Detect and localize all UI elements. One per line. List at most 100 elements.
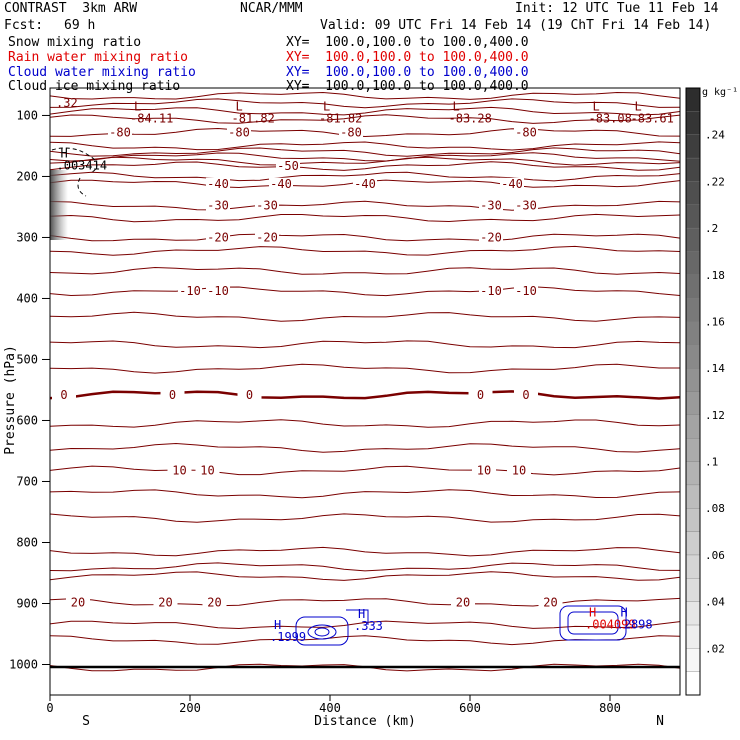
- cloud-water-contour: [314, 627, 330, 637]
- contour-line: [49, 147, 681, 157]
- partial-contour-label: .32: [56, 96, 78, 110]
- extremum-value: .004099: [585, 618, 636, 632]
- colorbar-segment: [685, 227, 701, 252]
- isotherm-label: -10: [179, 284, 201, 298]
- valid-time: Valid: 09 UTC Fri 14 Feb 14 (19 ChT Fri …: [320, 18, 712, 33]
- isotherm-label: 0: [169, 388, 176, 402]
- contour-line: [49, 546, 681, 557]
- field-name-cloud-ice: Cloud ice mixing ratio: [8, 79, 181, 94]
- extremum-value: .333: [354, 619, 383, 633]
- contour-line: [49, 98, 681, 109]
- colorbar-tick-label: .18: [705, 269, 725, 282]
- low-marker: L: [453, 99, 460, 113]
- colorbar-segment: [685, 111, 701, 135]
- isotherm-label-bg: [255, 199, 279, 212]
- cloud-water-contours: [295, 605, 627, 646]
- isotherm-label-bg: [178, 285, 202, 298]
- colorbar-segment: [685, 531, 701, 556]
- north-label: N: [656, 714, 664, 729]
- isotherm-label-bg: [514, 126, 538, 139]
- field-name-rain: Rain water mixing ratio: [8, 50, 189, 65]
- colorbar-segment: [685, 391, 701, 415]
- isotherm-label-bg: [227, 126, 251, 139]
- colorbar-tick-label: .02: [705, 642, 725, 655]
- colorbar-segment: [685, 297, 701, 322]
- contour-line: [49, 91, 681, 100]
- colorbar-segment: [685, 181, 701, 205]
- init-time: Init: 12 UTC Tue 11 Feb 14: [515, 1, 719, 16]
- isotherm-label: -40: [270, 177, 292, 191]
- colorbar-segment: [685, 461, 701, 486]
- isotherm-label: -80: [340, 126, 362, 140]
- contour-labels: -80 -80 -80 -80 -50 -40 -40 -40 -40 -30 -30 -30 -30 -…: [52, 99, 674, 644]
- y-tick-label: 500: [16, 352, 38, 366]
- isotherm-label: -80: [109, 126, 131, 140]
- isotherm-label: -30: [207, 199, 229, 213]
- colorbar-tick-label: .14: [705, 362, 725, 375]
- isotherm-label: -30: [480, 199, 502, 213]
- field-xy-cloud-water: XY= 100.0,100.0 to 100.0,400.0: [286, 65, 529, 80]
- y-tick-label: 700: [16, 474, 38, 488]
- high-marker: H: [274, 618, 281, 632]
- y-tick-label: 300: [16, 230, 38, 244]
- colorbar-segment: [685, 157, 701, 182]
- contour-line: [49, 106, 681, 116]
- isotherm-label: -40: [207, 177, 229, 191]
- contour-line: [49, 571, 681, 581]
- isotherm-label: 0: [477, 388, 484, 402]
- high-marker: H: [589, 606, 596, 620]
- isotherm-label: -40: [354, 177, 376, 191]
- isotherm-label: -80: [515, 126, 537, 140]
- x-tick-label: 800: [599, 701, 621, 715]
- contour-line: [49, 213, 681, 223]
- model-title: CONTRAST 3km ARW: [4, 1, 138, 16]
- colorbar-segment: [685, 414, 701, 439]
- y-tick-label: 600: [16, 413, 38, 427]
- colorbar-tick-label: .04: [705, 596, 725, 609]
- colorbar-tick-label: .06: [705, 549, 725, 562]
- y-axis-title: Pressure (hPa): [3, 345, 18, 455]
- extremum-value: -83.08: [589, 111, 632, 125]
- isotherm-label-bg: [353, 177, 377, 190]
- extremum-value: -81.82: [319, 111, 362, 125]
- isotherm-label: 20: [207, 595, 221, 609]
- low-marker: L: [236, 99, 243, 113]
- cloud-water-contour: [346, 609, 369, 625]
- high-marker: H: [61, 146, 68, 160]
- isotherm-label-bg: [479, 285, 503, 298]
- colorbar-segment: [685, 368, 701, 392]
- low-marker: L: [323, 99, 330, 113]
- isotherm-label-bg: [514, 285, 538, 298]
- x-axis-title: Distance (km): [314, 714, 416, 729]
- low-marker: L: [593, 99, 600, 113]
- colorbar-segment: [685, 648, 701, 672]
- isotherm-label-bg: [195, 464, 220, 477]
- y-tick-label: 200: [16, 169, 38, 183]
- colorbar-segment: [685, 671, 701, 696]
- isotherm-contours: [49, 127, 681, 607]
- isotherm-label-bg: [507, 464, 531, 477]
- isotherm-20: [49, 597, 681, 607]
- contour-line: [49, 562, 681, 572]
- isotherm-label: -40: [501, 177, 523, 191]
- colorbar: .24 .22 .2 .18 .16 .14 .12 .1 .08 .06 .04 .02 g kg⁻¹: [685, 87, 738, 696]
- x-tick-label: 400: [319, 701, 341, 715]
- extremum-value: -81.82: [232, 111, 275, 125]
- isotherm-label: 20: [456, 595, 470, 609]
- x-tick-label: 200: [179, 701, 201, 715]
- isotherm-label-bg: [206, 177, 230, 190]
- colorbar-segment: [685, 438, 701, 462]
- contour-line: [49, 114, 681, 124]
- colorbar-segment: [685, 554, 701, 579]
- isotherm-label-bg: [479, 231, 503, 244]
- isotherm--80: [49, 127, 681, 138]
- colorbar-segment: [685, 344, 701, 369]
- extremum-value: -84.11: [130, 111, 173, 125]
- isotherm-label: -50: [277, 159, 299, 173]
- isotherm-label-bg: [468, 388, 493, 401]
- isotherm-label: 20: [543, 595, 557, 609]
- low-marker: L: [134, 99, 141, 113]
- isotherm-label: -20: [256, 230, 278, 244]
- org-label: NCAR/MMM: [240, 1, 303, 16]
